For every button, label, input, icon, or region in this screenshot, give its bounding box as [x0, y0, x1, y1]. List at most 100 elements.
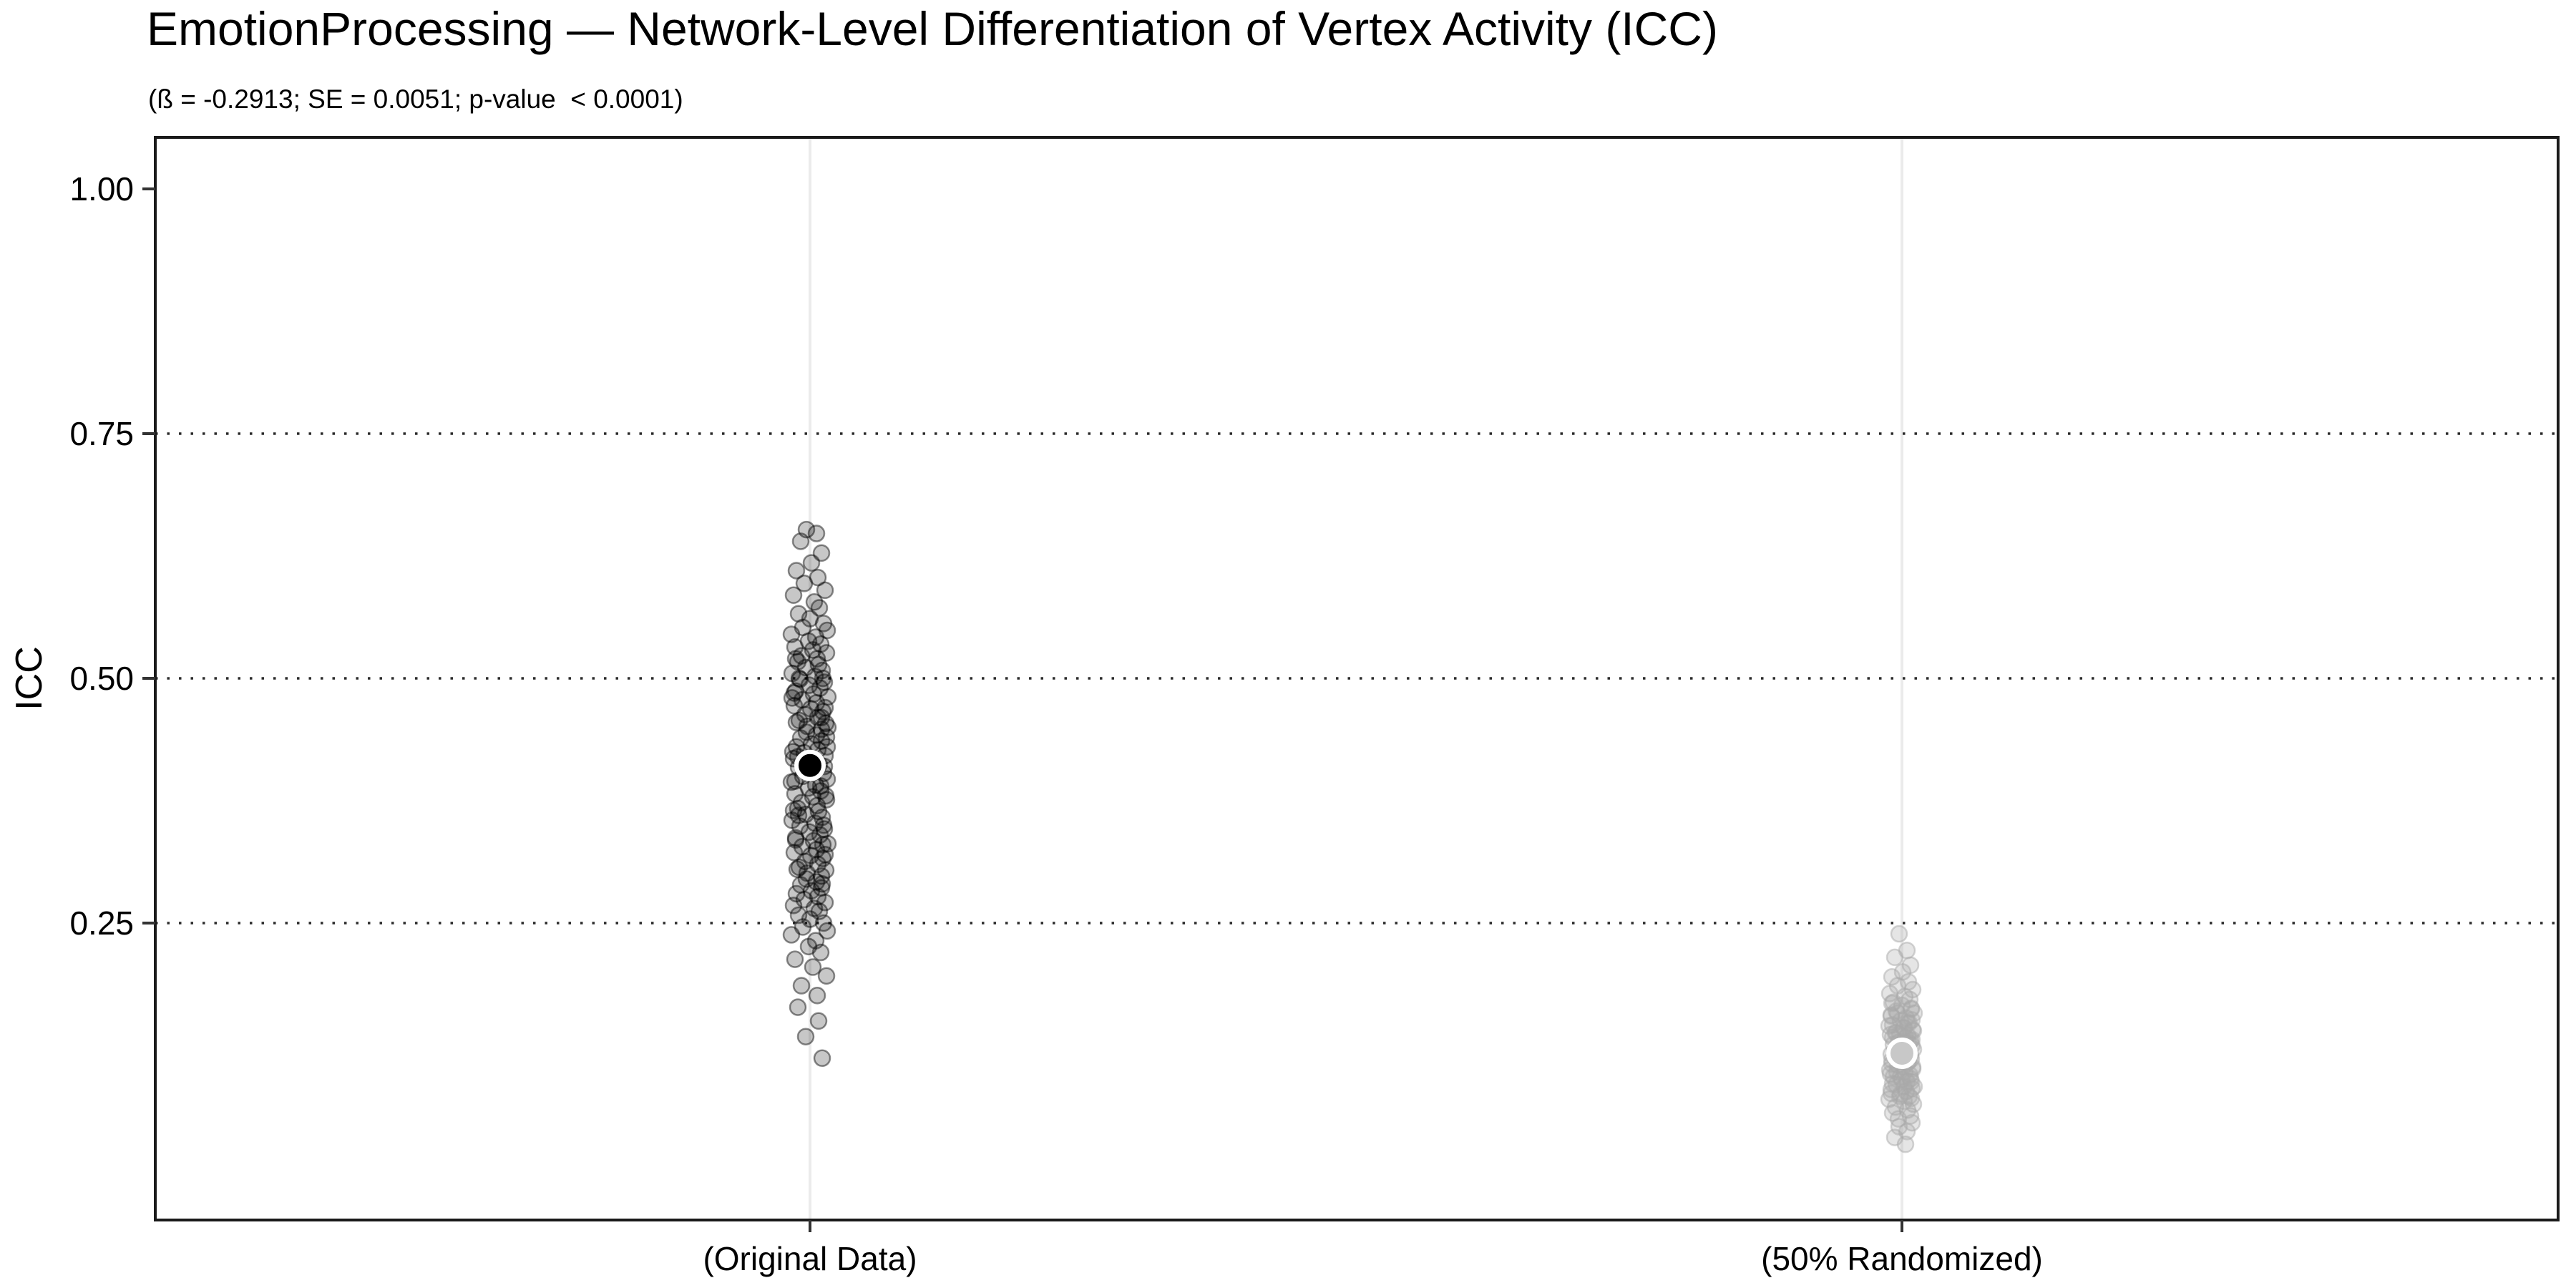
data-point [785, 697, 804, 715]
data-point [787, 884, 806, 903]
data-point [796, 706, 814, 723]
data-point [1890, 1087, 1909, 1106]
data-point [791, 532, 810, 550]
data-point [815, 673, 834, 691]
jitter-points-layer [782, 520, 1923, 1153]
data-point [804, 788, 822, 806]
data-point [813, 809, 831, 826]
data-point [792, 794, 811, 811]
data-point [792, 647, 811, 665]
data-point [814, 836, 832, 854]
data-point [814, 816, 833, 834]
data-point [816, 861, 835, 879]
chart-subtitle: (ß = -0.2913; SE = 0.0051; p-value < 0.0… [148, 84, 683, 114]
data-point [809, 568, 827, 587]
data-point [784, 743, 802, 761]
data-point [1883, 967, 1901, 986]
data-point [789, 799, 807, 818]
data-point [800, 676, 819, 694]
data-point [789, 653, 807, 670]
data-point [794, 618, 812, 637]
data-point [812, 544, 831, 562]
data-point [793, 691, 811, 709]
data-point [814, 669, 832, 688]
mean-dot [794, 749, 826, 781]
data-point [797, 723, 816, 741]
data-point [807, 841, 826, 859]
data-point [790, 858, 809, 877]
data-point [785, 844, 804, 862]
data-point [791, 729, 810, 747]
data-point [808, 650, 826, 668]
data-point [819, 688, 837, 706]
data-point [787, 713, 806, 731]
data-point [805, 899, 824, 917]
data-point [816, 698, 834, 717]
data-point [811, 826, 829, 844]
data-point [786, 772, 804, 790]
data-point [814, 703, 832, 721]
data-point [806, 668, 824, 686]
data-point [787, 562, 806, 580]
chart-title: EmotionProcessing — Network-Level Differ… [147, 2, 1718, 55]
y-tick-label: 0.50 [69, 660, 134, 697]
data-point [784, 897, 803, 914]
data-point [818, 922, 836, 940]
x-category-label-randomized: (50% Randomized) [1761, 1240, 2043, 1277]
data-point [807, 873, 826, 891]
data-point [798, 717, 816, 736]
data-point [801, 700, 820, 718]
data-point [1895, 1078, 1913, 1096]
data-point [801, 847, 820, 864]
data-point [816, 894, 834, 912]
data-point [816, 714, 835, 733]
data-point [808, 796, 826, 815]
data-point [817, 967, 836, 985]
data-point [782, 625, 801, 643]
data-point [786, 831, 805, 849]
data-point [796, 805, 815, 824]
data-point [789, 906, 808, 924]
data-point [818, 738, 836, 756]
data-point [811, 679, 829, 697]
data-point [816, 845, 834, 864]
data-point [783, 811, 801, 829]
data-point [791, 670, 809, 688]
data-point [802, 554, 821, 572]
data-point [810, 599, 829, 617]
data-point [819, 834, 837, 853]
y-tick-label: 1.00 [69, 170, 134, 208]
data-point [795, 575, 814, 592]
data-point [814, 849, 832, 867]
data-point [806, 628, 825, 646]
x-category-label-original: (Original Data) [703, 1240, 917, 1277]
data-point [1890, 924, 1908, 943]
data-point [808, 986, 826, 1005]
y-tick-label: 0.75 [69, 415, 134, 452]
data-point [804, 958, 822, 976]
mean-dot [1886, 1037, 1918, 1069]
data-point [783, 664, 801, 683]
data-point [786, 650, 805, 668]
data-point [816, 581, 834, 600]
data-point [818, 621, 836, 640]
data-point [784, 586, 803, 604]
data-point [809, 802, 828, 821]
data-point [790, 669, 809, 688]
y-tick-labels: 1.00 0.75 0.50 0.25 [69, 170, 134, 942]
data-point [809, 655, 828, 674]
data-point [811, 943, 830, 962]
data-point [797, 870, 816, 888]
axis-tick-marks [142, 187, 1903, 1232]
data-point [802, 882, 821, 900]
data-point [791, 817, 809, 835]
data-point [782, 926, 801, 944]
data-point [806, 932, 825, 950]
data-point [814, 914, 833, 932]
data-point [811, 777, 830, 795]
data-point [810, 902, 829, 920]
data-point [817, 791, 836, 809]
panel-border [154, 136, 2560, 1221]
data-point [1885, 948, 1904, 967]
